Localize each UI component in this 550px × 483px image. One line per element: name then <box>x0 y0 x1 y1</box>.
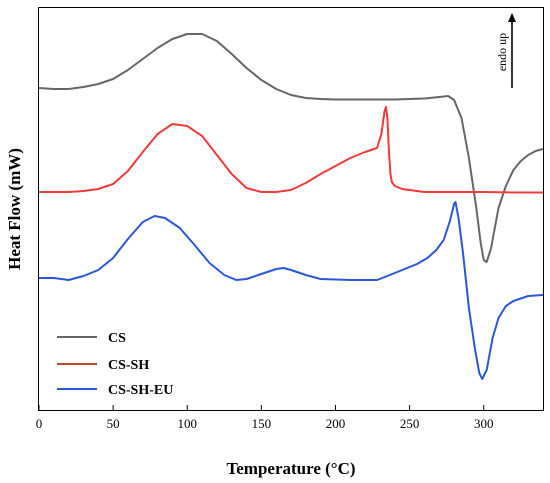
endo-up-label: endo up <box>495 33 509 71</box>
series-line-cs <box>38 33 544 263</box>
x-axis-ticks: 0 50 100 150 200 250 300 <box>36 405 494 431</box>
x-tick-label: 200 <box>326 416 346 431</box>
x-tick-label: 300 <box>474 416 494 431</box>
x-tick-label: 150 <box>252 416 272 431</box>
legend-label-cs: CS <box>108 331 126 346</box>
x-tick-label: 50 <box>107 416 120 431</box>
legend-label-cs-sh: CS-SH <box>108 358 149 373</box>
endo-up-annotation: endo up <box>495 13 516 88</box>
series-line-cs-sh <box>39 106 543 194</box>
x-axis-title: Temperature (°C) <box>226 459 355 478</box>
legend: CS CS-SH CS-SH-EU <box>57 331 173 398</box>
x-tick-label: 100 <box>177 416 197 431</box>
x-tick-label: 0 <box>36 416 43 431</box>
plot-frame <box>38 7 544 411</box>
x-tick-label: 250 <box>400 416 420 431</box>
y-axis-title: Heat Flow (mW) <box>5 148 24 270</box>
series-lines <box>38 33 544 380</box>
legend-label-cs-sh-eu: CS-SH-EU <box>108 383 173 398</box>
endo-up-arrowhead-icon <box>508 13 516 22</box>
series-line-cs-sh-eu <box>39 201 544 380</box>
